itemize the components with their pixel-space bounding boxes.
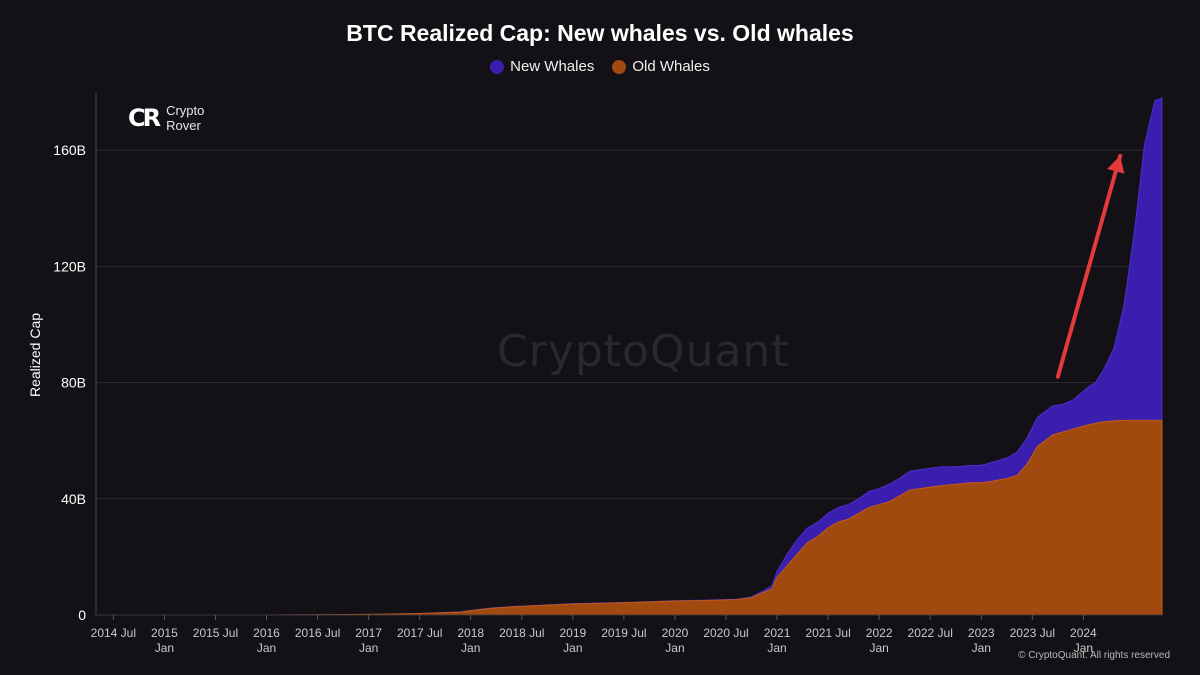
x-tick-label: 2017 Jul (397, 626, 442, 640)
x-tick-sublabel: Jan (359, 641, 378, 655)
annotation-arrow-head (1107, 155, 1125, 174)
x-tick-sublabel: Jan (1074, 641, 1093, 655)
legend-swatch-new-whales (490, 59, 505, 74)
legend-label-new-whales: New Whales (510, 58, 595, 75)
x-tick-label: 2016 (253, 626, 280, 640)
y-axis-label: Realized Cap (27, 313, 43, 397)
x-tick-label: 2018 (457, 626, 484, 640)
x-tick-label: 2017 (355, 626, 382, 640)
x-tick-sublabel: Jan (665, 641, 684, 655)
annotation-layer (1055, 153, 1125, 379)
x-tick-label: 2024 (1070, 626, 1097, 640)
x-tick-label: 2021 Jul (805, 626, 850, 640)
x-tick-label: 2020 Jul (703, 626, 748, 640)
x-tick-label: 2021 (764, 626, 791, 640)
x-tick-label: 2023 (968, 626, 995, 640)
legend-item-old-whales[interactable]: Old Whales (612, 58, 710, 75)
x-tick-sublabel: Jan (461, 641, 480, 655)
x-tick-label: 2014 Jul (91, 626, 136, 640)
x-tick-label: 2018 Jul (499, 626, 544, 640)
x-tick-label: 2020 (662, 626, 689, 640)
series-area-old-whales (96, 419, 1163, 616)
crypto-rover-logo-icon: CR (128, 104, 161, 132)
x-tick-label: 2022 Jul (908, 626, 953, 640)
chart-legend: New Whales Old Whales (0, 58, 1200, 75)
x-tick-sublabel: Jan (257, 641, 276, 655)
logo-text-line-2: Rover (166, 118, 201, 133)
legend-label-old-whales: Old Whales (632, 58, 710, 75)
grid-layer (96, 149, 1162, 616)
logo-text-line-1: Crypto (166, 103, 205, 118)
crypto-rover-logo: CR Crypto Rover (128, 103, 204, 133)
x-tick-label: 2022 (866, 626, 893, 640)
y-tick-label: 160B (53, 142, 86, 158)
x-tick-sublabel: Jan (972, 641, 991, 655)
legend-item-new-whales[interactable]: New Whales (490, 58, 594, 75)
y-tick-label: 120B (53, 258, 86, 274)
x-tick-label: 2019 (559, 626, 586, 640)
chart-title: BTC Realized Cap: New whales vs. Old wha… (346, 20, 854, 46)
x-tick-label: 2015 Jul (193, 626, 238, 640)
x-tick-label: 2015 (151, 626, 178, 640)
annotation-arrow-shaft (1055, 153, 1123, 379)
x-tick-sublabel: Jan (869, 641, 888, 655)
y-tick-label: 40B (61, 491, 86, 507)
area-layer (96, 97, 1163, 616)
x-tick-sublabel: Jan (767, 641, 786, 655)
cryptoquant-watermark: CryptoQuant (497, 326, 790, 377)
copyright-notice: © CryptoQuant. All rights reserved (1018, 650, 1170, 661)
y-tick-label: 0 (78, 607, 86, 623)
x-tick-sublabel: Jan (155, 641, 174, 655)
y-tick-label: 80B (61, 375, 86, 391)
crypto-rover-logo-text: Crypto Rover (166, 103, 204, 133)
x-tick-label: 2023 Jul (1010, 626, 1055, 640)
x-tick-label: 2016 Jul (295, 626, 340, 640)
x-tick-label: 2019 Jul (601, 626, 646, 640)
legend-swatch-old-whales (612, 59, 627, 74)
x-tick-sublabel: Jan (563, 641, 582, 655)
